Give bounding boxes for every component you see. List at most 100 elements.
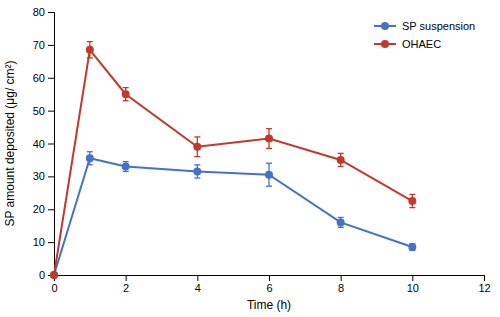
error-bar [87,42,93,58]
y-tick-mark [48,12,54,13]
x-tick-mark [341,275,342,281]
point [122,90,130,98]
error-bar [123,88,129,101]
error-bar-cap [194,156,200,157]
marks [50,42,416,279]
x-tick-mark [269,275,270,281]
error-bar [266,163,272,186]
error-bar-cap [338,166,344,167]
x-tick-label: 2 [123,282,129,294]
point [408,197,416,205]
legend-item: OHAEC [374,38,441,50]
legend-marker [381,40,389,48]
y-tick: 30 [33,170,54,182]
legend: SP suspension OHAEC [374,20,475,50]
error-bar [266,129,272,149]
x-tick-label: 6 [266,282,272,294]
error-bar-cap [87,41,93,42]
error-bar-cap [87,151,93,152]
error-bar-cap [123,87,129,88]
x-tick: 12 [478,275,490,294]
y-tick-mark [48,209,54,210]
point [50,271,58,279]
legend-label: OHAEC [402,38,441,50]
error-bar [194,165,200,178]
x-axis-line [55,276,485,282]
y-tick: 50 [33,105,54,117]
x-tick-label: 4 [195,282,201,294]
point [265,171,273,179]
x-axis: 0 2 4 6 8 10 12 [51,275,490,294]
y-tick-mark [48,111,54,112]
error-bar-cap [87,164,93,165]
x-tick: 4 [195,275,201,294]
x-tick-mark [412,275,413,281]
error-bar-cap [266,128,272,129]
point [408,243,416,251]
point [337,156,345,164]
x-tick-label: 12 [478,282,490,294]
plot-area: 0 2 4 6 8 10 12 0 10 20 30 40 50 60 70 80 SP suspension O… [33,6,491,294]
error-bar-cap [123,161,129,162]
error-bar-cap [338,153,344,154]
x-tick-mark [197,275,198,281]
x-tick: 10 [407,275,419,294]
point [193,143,201,151]
x-tick-mark [126,275,127,281]
y-tick-mark [48,176,54,177]
series-line [54,50,412,275]
error-bar-cap [87,57,93,58]
x-tick: 2 [123,275,129,294]
y-tick-label: 70 [33,39,45,51]
y-tick-label: 50 [33,105,45,117]
y-tick-mark [48,78,54,79]
error-bar-cap [338,227,344,228]
error-bar-cap [266,186,272,187]
x-tick: 8 [338,275,344,294]
error-bar [409,194,415,207]
y-tick: 80 [33,6,54,18]
error-bar-cap [338,217,344,218]
legend-item: SP suspension [374,20,475,32]
x-tick-label: 0 [51,282,57,294]
error-bar-cap [194,164,200,165]
y-axis-title: SP amount deposited (μg/ cm²) [3,60,17,226]
legend-marker [381,22,389,30]
error-bar-cap [194,177,200,178]
y-axis: 0 10 20 30 40 50 60 70 80 [33,6,55,281]
y-tick-label: 40 [33,138,45,150]
y-tick: 40 [33,138,54,150]
y-tick-mark [48,144,54,145]
y-tick-label: 30 [33,170,45,182]
y-tick-label: 20 [33,203,45,215]
y-tick-label: 0 [39,269,45,281]
y-tick: 60 [33,72,54,84]
y-tick-label: 10 [33,236,45,248]
point [50,271,58,279]
error-bar [87,152,93,165]
error-bar-cap [409,207,415,208]
point [86,46,94,54]
error-bar [409,244,415,251]
error-bar-cap [123,171,129,172]
series [50,42,416,279]
error-bar-cap [194,136,200,137]
y-tick-mark [48,45,54,46]
x-tick-label: 8 [338,282,344,294]
x-tick-label: 10 [407,282,419,294]
error-bar-cap [266,163,272,164]
y-tick: 20 [33,203,54,215]
error-bar [123,162,129,172]
y-tick-mark [48,242,54,243]
y-tick: 10 [33,236,54,248]
point [337,218,345,226]
error-bar [338,153,344,166]
x-tick: 6 [266,275,272,294]
x-axis-title: Time (h) [247,298,291,312]
point [122,163,130,171]
y-tick: 70 [33,39,54,51]
point [86,154,94,162]
y-axis-line [48,13,55,276]
x-tick-mark [484,275,485,281]
legend-label: SP suspension [402,20,475,32]
